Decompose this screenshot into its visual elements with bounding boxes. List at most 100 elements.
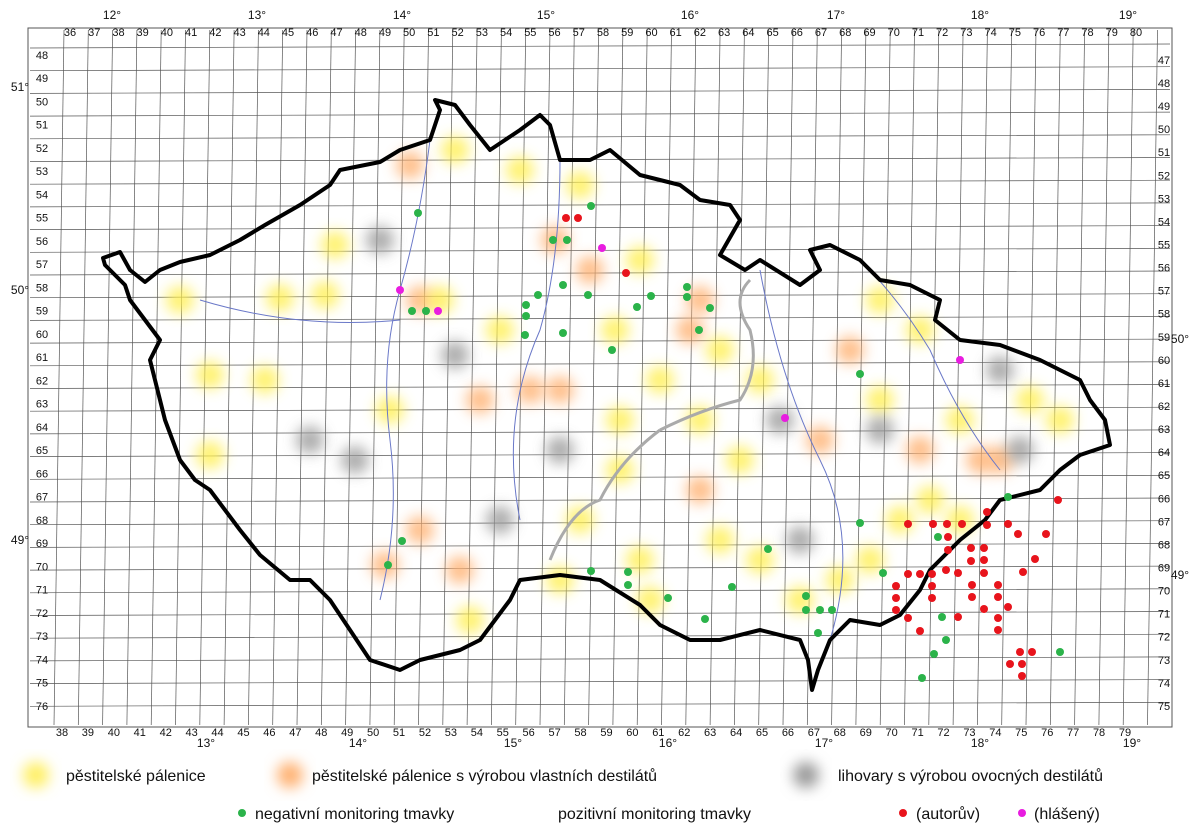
top-label: 64 [742, 27, 754, 39]
top-label: 44 [258, 27, 270, 39]
left-label: 49 [36, 73, 48, 85]
bottom-label: 63 [704, 727, 716, 739]
right-label: 48 [1158, 78, 1170, 90]
monitoring-point [1028, 648, 1036, 656]
right-label: 64 [1158, 447, 1170, 459]
distillery-area [366, 226, 394, 254]
grid-line [1025, 29, 1037, 726]
grid-line [29, 89, 1171, 94]
distillery-area [866, 286, 894, 314]
grid-line [29, 43, 1171, 49]
distillery-area [806, 426, 834, 454]
monitoring-point [904, 570, 912, 578]
legend-label: negativní monitoring tmavky [255, 806, 454, 823]
top-label: 53 [476, 27, 488, 39]
distillery-area [601, 316, 629, 344]
grid-line [709, 29, 721, 726]
right-label: 59 [1158, 332, 1170, 344]
monitoring-point [814, 629, 822, 637]
monitoring-point [1019, 568, 1027, 576]
bottom-label: 71 [911, 727, 923, 739]
monitoring-point [1016, 648, 1024, 656]
left-label: 76 [36, 701, 48, 713]
grid-line [539, 29, 551, 726]
grid-labels: 36 37 38 39 40 41 42 43 44 45 46 47 48 49 50 51 52 53 54 55… [11, 8, 1189, 750]
grid-line [29, 157, 1171, 162]
bottom-degree: 17° [815, 736, 833, 750]
bottom-label: 45 [237, 727, 249, 739]
bottom-label: 78 [1093, 727, 1105, 739]
distillery-area [686, 476, 714, 504]
monitoring-point [980, 544, 988, 552]
legend-orange [277, 762, 303, 788]
distillery-area [196, 441, 224, 469]
bottom-label: 54 [471, 727, 483, 739]
monitoring-point [967, 544, 975, 552]
left-label: 68 [36, 515, 48, 527]
monitoring-point [695, 326, 703, 334]
left-label: 48 [36, 50, 48, 62]
top-label: 47 [330, 27, 342, 39]
distillery-area [676, 316, 704, 344]
monitoring-point [434, 307, 442, 315]
grid-line [1098, 29, 1110, 726]
distillery-area [251, 366, 279, 394]
distillery-area [486, 316, 514, 344]
top-label: 50 [403, 27, 415, 39]
monitoring-point [764, 545, 772, 553]
grid-line [1074, 29, 1085, 726]
top-label: 76 [1033, 27, 1045, 39]
right-label: 58 [1158, 309, 1170, 321]
top-label: 59 [621, 27, 633, 39]
distillery-area [946, 406, 974, 434]
monitoring-point [664, 594, 672, 602]
top-degree: 16° [681, 8, 699, 22]
bottom-label: 76 [1041, 727, 1053, 739]
top-label: 57 [573, 27, 585, 39]
right-label: 74 [1158, 678, 1170, 690]
grid-line [515, 29, 527, 726]
distillery-area [856, 546, 884, 574]
left-label: 57 [36, 259, 48, 271]
top-label: 55 [524, 27, 536, 39]
right-label: 75 [1158, 701, 1170, 713]
right-label: 70 [1158, 586, 1170, 598]
bottom-label: 70 [886, 727, 898, 739]
top-label: 75 [1009, 27, 1021, 39]
monitoring-point [967, 557, 975, 565]
bottom-label: 73 [963, 727, 975, 739]
monitoring-point [892, 582, 900, 590]
monitoring-point [954, 613, 962, 621]
distillery-area [546, 566, 574, 594]
bottom-label: 66 [782, 727, 794, 739]
top-label: 49 [379, 27, 391, 39]
monitoring-point [892, 594, 900, 602]
top-label: 58 [597, 27, 609, 39]
distillery-area [726, 446, 754, 474]
monitoring-point [396, 286, 404, 294]
top-label: 61 [670, 27, 682, 39]
bottom-label: 43 [186, 727, 198, 739]
grid-line [175, 29, 186, 726]
monitoring-point [994, 581, 1002, 589]
bottom-degree: 15° [504, 736, 522, 750]
left-label: 65 [36, 445, 48, 457]
right-label: 66 [1158, 493, 1170, 505]
distillery-area [546, 436, 574, 464]
bottom-label: 56 [523, 727, 535, 739]
monitoring-point [928, 582, 936, 590]
monitoring-point [559, 329, 567, 337]
left-label: 58 [36, 282, 48, 294]
left-label: 71 [36, 585, 48, 597]
monitoring-point [934, 533, 942, 541]
monitoring-point [980, 556, 988, 564]
grid-line [879, 29, 891, 726]
legend-label: pěstitelské pálenice s výrobou vlastních… [312, 767, 657, 785]
right-label: 47 [1158, 55, 1170, 67]
monitoring-point [414, 209, 422, 217]
monitoring-point [994, 614, 1002, 622]
monitoring-point [624, 568, 632, 576]
monitoring-point [562, 214, 570, 222]
bottom-label: 72 [937, 727, 949, 739]
top-label: 73 [960, 27, 972, 39]
